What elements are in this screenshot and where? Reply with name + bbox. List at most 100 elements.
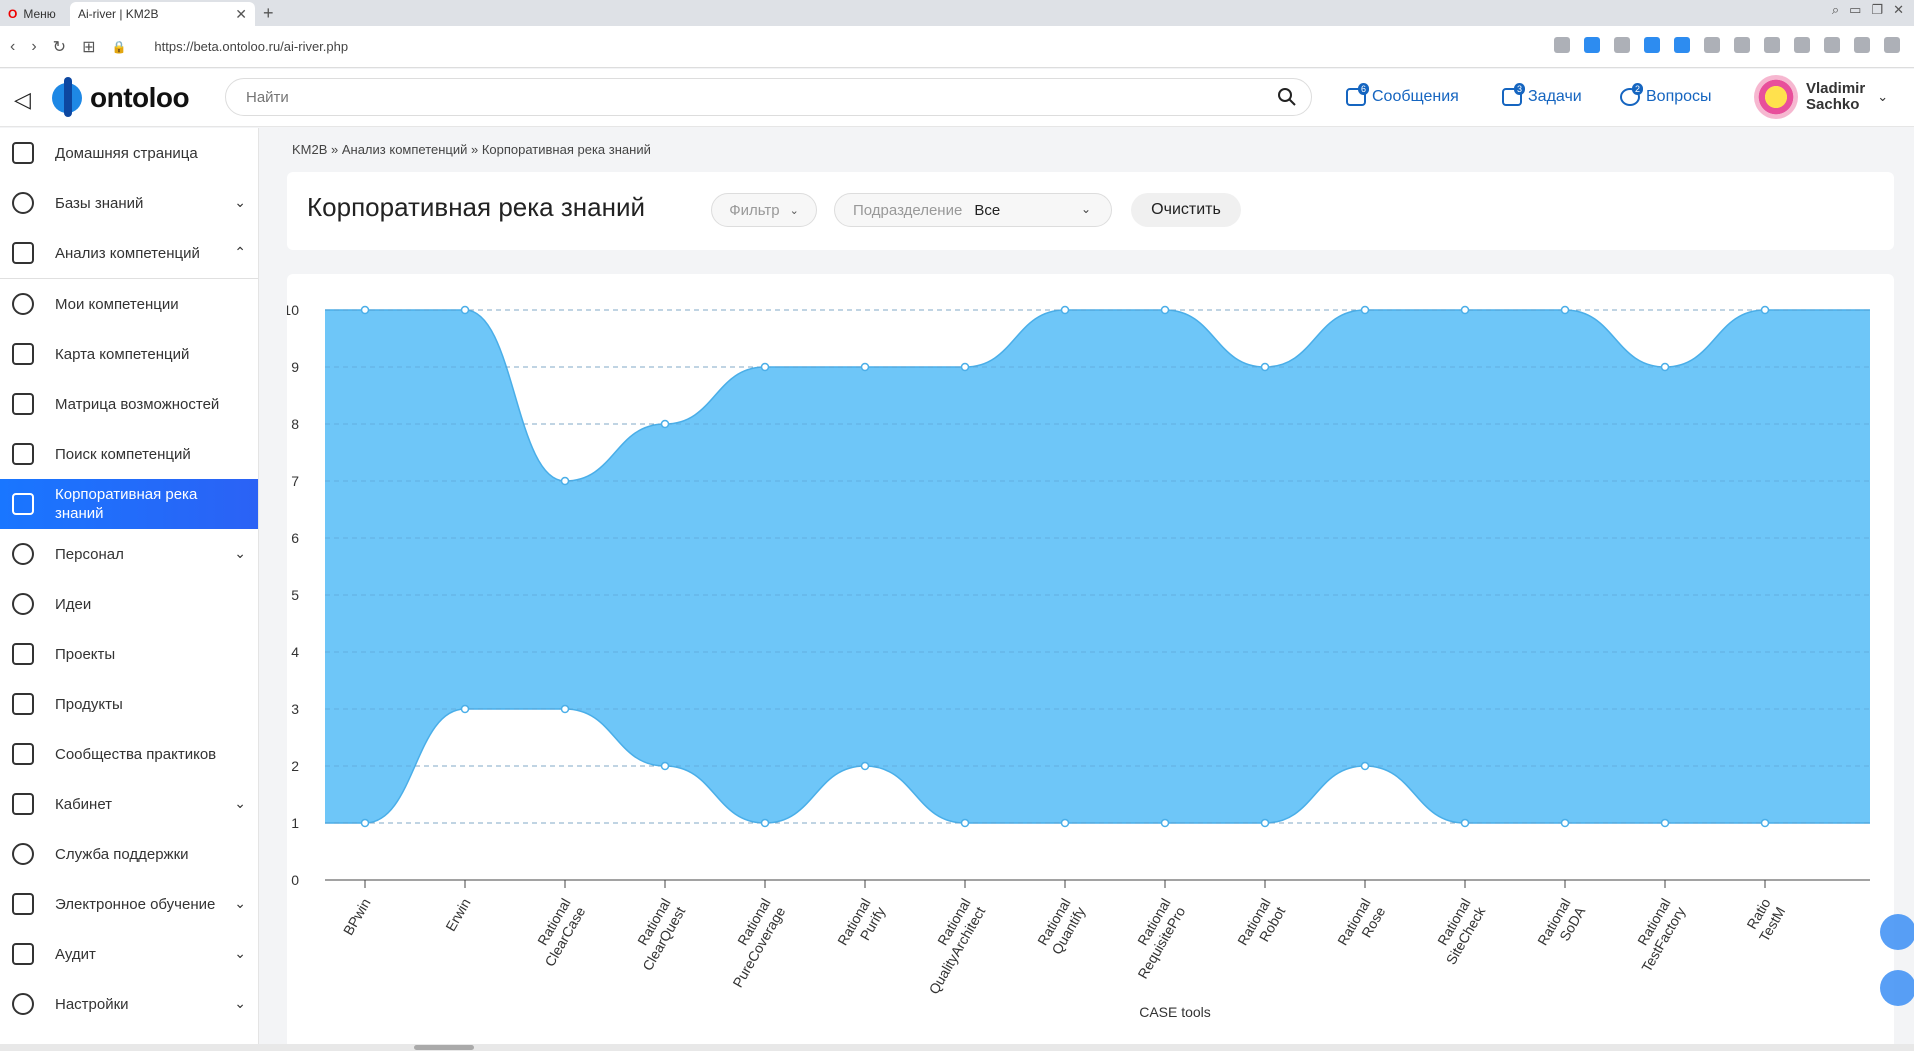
logo[interactable]: ontoloo: [50, 77, 190, 119]
sidebar-item-ideas[interactable]: Идеи: [0, 579, 258, 629]
sidebar-item-personnel[interactable]: Персонал ⌄: [0, 529, 258, 579]
sidebar-item-label: Домашняя страница: [55, 144, 198, 162]
y-tick-label: 1: [291, 815, 299, 831]
questions-count-badge: 2: [1632, 83, 1644, 95]
tasks-icon: 3: [1502, 83, 1526, 106]
search-tabs-icon[interactable]: ⌕: [1831, 2, 1840, 17]
logo-mark-icon: [50, 77, 84, 119]
extension-icon[interactable]: [1704, 37, 1720, 53]
lock-icon: 🔒: [111, 39, 127, 54]
logo-text: ontoloo: [90, 82, 190, 113]
download-icon[interactable]: [1854, 37, 1870, 53]
cart-icon[interactable]: [1764, 37, 1780, 53]
sidebar: Домашняя страница Базы знаний ⌄ Анализ ко…: [0, 128, 259, 1051]
scrollbar-thumb[interactable]: [414, 1045, 474, 1050]
filter-label: Фильтр: [729, 201, 780, 219]
sidebar-item-my-competences[interactable]: Мои компетенции: [0, 279, 258, 329]
user-menu[interactable]: Vladimir Sachko ⌄: [1754, 75, 1888, 119]
sidebar-item-support[interactable]: Служба поддержки: [0, 829, 258, 879]
sidebar-item-settings[interactable]: Настройки ⌄: [0, 979, 258, 1029]
profile-icon[interactable]: [1824, 37, 1840, 53]
messages-link[interactable]: 6 Сообщения: [1346, 83, 1459, 106]
horizontal-scrollbar[interactable]: [0, 1044, 1914, 1051]
upper-data-point: [760, 362, 770, 372]
sidebar-item-competence-analysis[interactable]: Анализ компетенций ⌃: [0, 228, 258, 278]
lightbulb-icon: [12, 593, 34, 615]
lower-data-point: [1760, 818, 1770, 828]
binoculars-icon: [12, 443, 34, 465]
department-value: Все: [974, 201, 1001, 219]
sidebar-item-products[interactable]: Продукты: [0, 679, 258, 729]
chevron-down-icon: ⌄: [234, 995, 246, 1011]
upper-data-point: [960, 362, 970, 372]
floating-help-button[interactable]: [1880, 970, 1914, 1006]
chevron-up-icon: ⌃: [234, 244, 246, 260]
sidebar-item-communities[interactable]: Сообщества практиков: [0, 729, 258, 779]
cabinet-icon: [12, 793, 34, 815]
questions-link[interactable]: 2 Вопросы: [1620, 83, 1712, 106]
upper-data-point: [1560, 305, 1570, 315]
x-tick-label: RatioTestM: [1741, 895, 1788, 944]
snapshot-icon[interactable]: [1734, 37, 1750, 53]
x-tick-label: RationalRobot: [1234, 895, 1288, 956]
sidebar-item-knowledge-bases[interactable]: Базы знаний ⌄: [0, 178, 258, 228]
sidebar-item-elearning[interactable]: Электронное обучение ⌄: [0, 879, 258, 929]
filter-button[interactable]: Фильтр ⌄: [711, 193, 817, 227]
restore-icon[interactable]: ❐: [1871, 2, 1884, 17]
matrix-icon: [12, 393, 34, 415]
river-area: [325, 310, 1870, 823]
collapse-sidebar-icon[interactable]: ◁: [14, 87, 31, 112]
sidebar-item-label: Продукты: [55, 695, 123, 713]
sidebar-item-audit[interactable]: Аудит ⌄: [0, 929, 258, 979]
sidebar-item-competence-map[interactable]: Карта компетенций: [0, 329, 258, 379]
url-field[interactable]: https://beta.ontoloo.ru/ai-river.php: [154, 39, 349, 54]
x-tick-label: RationalTestFactory: [1624, 896, 1689, 975]
camera-icon[interactable]: [1554, 37, 1570, 53]
browser-tab-active[interactable]: Ai-river | KM2B ✕: [70, 2, 255, 26]
y-tick-label: 3: [291, 701, 299, 717]
sidebar-item-competence-search[interactable]: Поиск компетенций: [0, 429, 258, 479]
translate-icon[interactable]: [1644, 37, 1660, 53]
breadcrumb[interactable]: KM2B » Анализ компетенций » Корпоративна…: [292, 142, 651, 157]
sidebar-item-label: Настройки: [55, 995, 129, 1013]
y-tick-label: 8: [291, 416, 299, 432]
department-select[interactable]: Подразделение Все ⌄: [834, 193, 1112, 227]
sidebar-item-label: Электронное обучение: [55, 895, 216, 913]
x-tick-label: RationalPurify: [834, 896, 888, 957]
heart-icon[interactable]: [1614, 37, 1630, 53]
extension-icon[interactable]: [1674, 37, 1690, 53]
upper-data-point: [1660, 362, 1670, 372]
browser-menu-button[interactable]: O Меню: [0, 2, 70, 26]
new-tab-button[interactable]: +: [263, 3, 274, 23]
user-name: Vladimir Sachko: [1806, 81, 1865, 113]
messages-count-badge: 6: [1358, 83, 1370, 95]
department-label: Подразделение: [853, 201, 963, 219]
shield-icon[interactable]: [1584, 37, 1600, 53]
clear-button[interactable]: Очистить: [1131, 193, 1241, 227]
search-icon[interactable]: [1277, 87, 1297, 107]
search-input[interactable]: [226, 79, 1226, 115]
speed-dial-icon[interactable]: ⊞: [82, 38, 96, 56]
sidebar-item-cabinet[interactable]: Кабинет ⌄: [0, 779, 258, 829]
upper-data-point: [360, 305, 370, 315]
briefcase-icon: [12, 643, 34, 665]
question-icon: 2: [1620, 83, 1644, 106]
sidebar-item-projects[interactable]: Проекты: [0, 629, 258, 679]
floating-chat-button[interactable]: [1880, 914, 1914, 950]
sidebar-item-opportunity-matrix[interactable]: Матрица возможностей: [0, 379, 258, 429]
sidebar-item-label: Базы знаний: [55, 194, 144, 212]
settings-menu-icon[interactable]: [1884, 37, 1900, 53]
cube-icon[interactable]: [1794, 37, 1810, 53]
sidebar-item-knowledge-river[interactable]: Корпоративная река знаний: [0, 479, 258, 529]
user-last-name: Sachko: [1806, 96, 1860, 113]
back-icon[interactable]: ‹: [10, 37, 16, 55]
forward-icon[interactable]: ›: [31, 37, 37, 55]
sidebar-item-home[interactable]: Домашняя страница: [0, 128, 258, 178]
tasks-link[interactable]: 3 Задачи: [1502, 83, 1582, 106]
minimize-icon[interactable]: ▭: [1849, 2, 1862, 17]
lower-data-point: [860, 761, 870, 771]
map-icon: [12, 343, 34, 365]
close-window-icon[interactable]: ✕: [1893, 2, 1904, 17]
close-tab-icon[interactable]: ✕: [235, 5, 247, 22]
reload-icon[interactable]: ↻: [52, 38, 67, 56]
